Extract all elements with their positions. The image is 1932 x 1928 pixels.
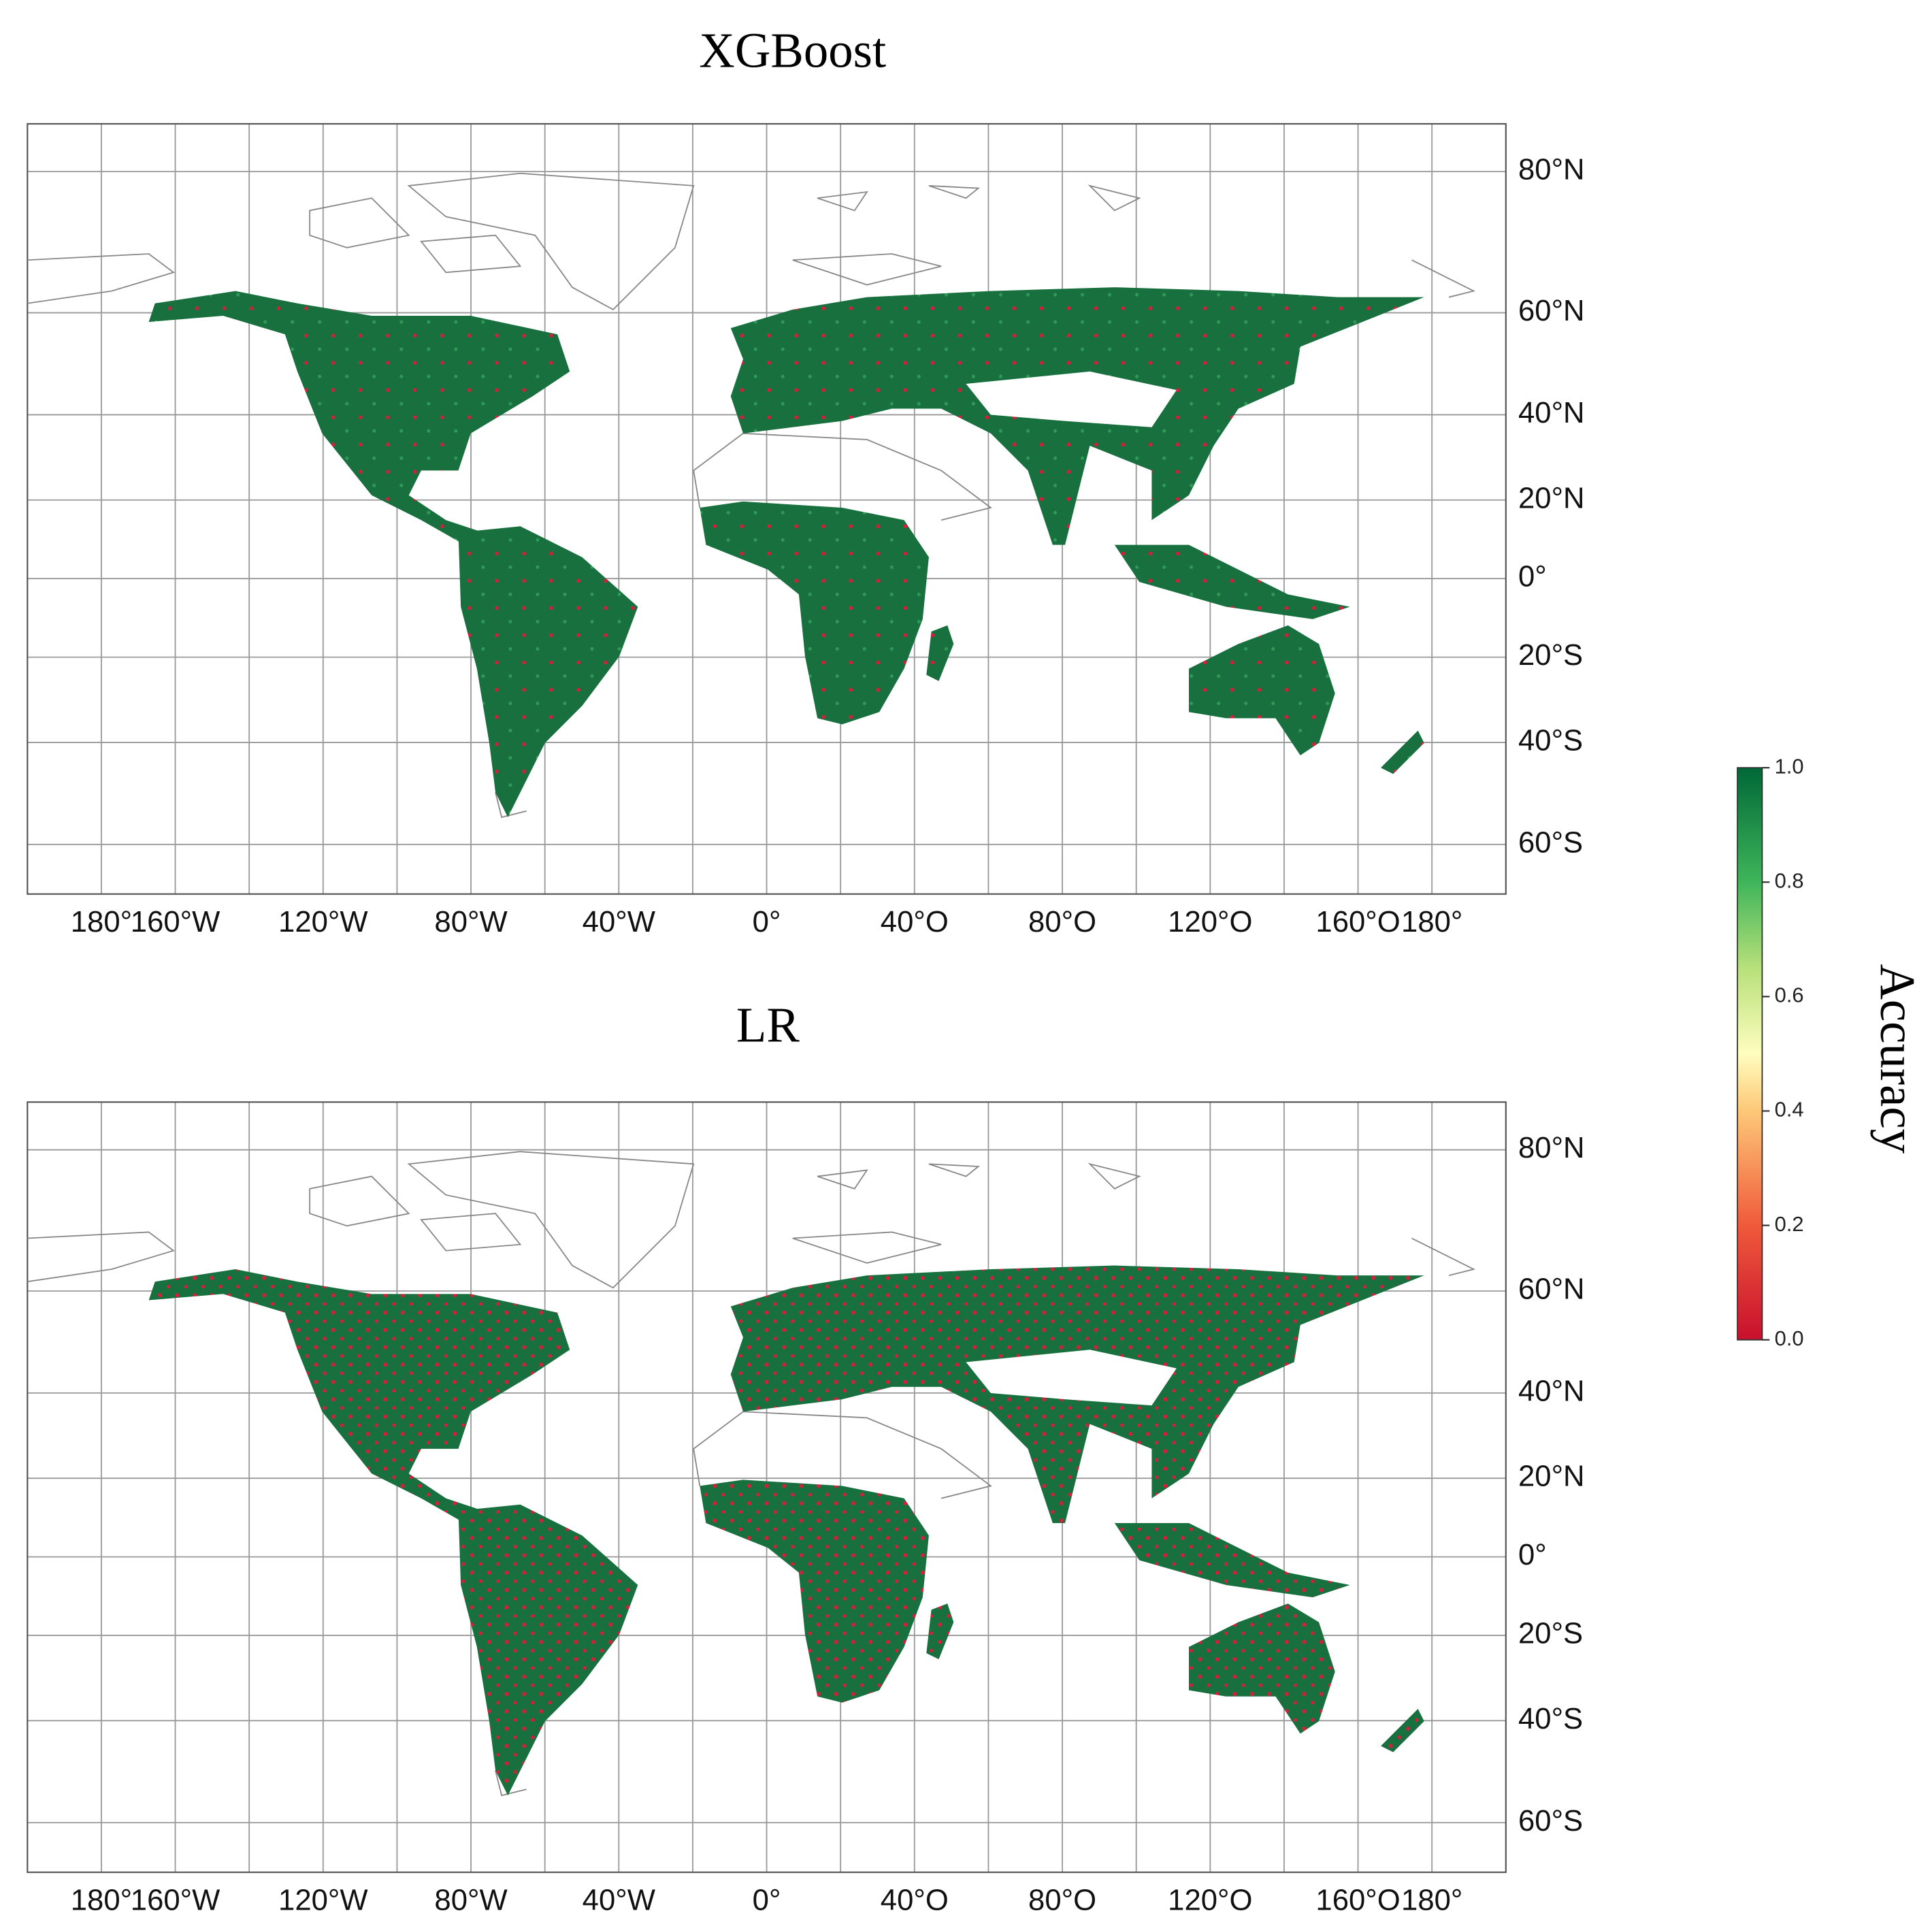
sample-density [148, 287, 1424, 817]
colorbar: Accuracy 0.0 0.2 0.4 0.6 0.8 1.0 [1737, 754, 1925, 1350]
colorbar-tick-label: 0.8 [1775, 868, 1804, 892]
x-tick-label: 180° [1401, 905, 1462, 938]
x-tick-label: 180° [71, 905, 132, 938]
x-tick-label: 180° [71, 1883, 132, 1916]
colorbar-tick-label: 0.2 [1775, 1212, 1804, 1236]
x-tick-label: 180° [1401, 1883, 1462, 1916]
coastline [27, 172, 1475, 818]
y-tick-label: 40°N [1518, 396, 1585, 429]
x-tick-label: 120°O [1168, 905, 1252, 938]
map-panel: XGBoost 180°160°W 120°W 80°W 40°W 0° 40°O 80°O… [27, 23, 1585, 938]
panel-title: XGBoost [699, 23, 886, 78]
x-tick-label: 120°W [278, 905, 368, 938]
y-tick-label: 20°N [1518, 1460, 1585, 1493]
colorbar-tick-label: 1.0 [1775, 754, 1804, 778]
coastline [27, 1151, 1475, 1797]
colorbar-gradient [1737, 767, 1763, 1341]
colorbar-tick-label: 0.0 [1775, 1326, 1804, 1350]
colorbar-tick-label: 0.4 [1775, 1098, 1804, 1122]
panel-title: LR [736, 998, 800, 1053]
plot-frame [27, 1101, 1507, 1874]
x-tick-label: 40°O [881, 1883, 949, 1916]
x-tick-label: 80°O [1028, 1883, 1096, 1916]
map-panel: LR 180°160°W 120°W 80°W 40°W 0° 40°O 80°O 120°O… [27, 998, 1585, 1916]
y-tick-label: 20°S [1518, 1617, 1583, 1650]
y-tick-label: 20°N [1518, 481, 1585, 514]
y-tick-label: 60°N [1518, 294, 1585, 327]
x-tick-label: 0° [753, 905, 781, 938]
x-tick-label: 40°O [881, 905, 949, 938]
y-tick-label: 40°S [1518, 1702, 1583, 1735]
x-tick-label: 160°O [1315, 1883, 1400, 1916]
y-tick-label: 40°N [1518, 1374, 1585, 1407]
y-tick-label: 60°N [1518, 1273, 1585, 1306]
x-tick-label: 40°W [583, 1883, 656, 1916]
y-tick-label: 80°N [1518, 1131, 1585, 1164]
x-tick-label: 160°O [1315, 905, 1400, 938]
y-tick-label: 60°S [1518, 1804, 1583, 1837]
colorbar-tick-label: 0.6 [1775, 983, 1804, 1007]
y-tick-label: 40°S [1518, 723, 1583, 757]
x-tick-label: 120°W [278, 1883, 368, 1916]
sample-density [148, 1265, 1424, 1796]
y-tick-label: 20°S [1518, 638, 1583, 672]
x-tick-label: 80°W [434, 1883, 508, 1916]
y-tick-label: 0° [1518, 560, 1547, 593]
y-tick-label: 0° [1518, 1538, 1547, 1571]
x-tick-label: 80°W [434, 905, 508, 938]
colorbar-label: Accuracy [1870, 964, 1925, 1154]
x-tick-label: 160°W [131, 905, 220, 938]
x-tick-label: 120°O [1168, 1883, 1252, 1916]
x-tick-label: 80°O [1028, 905, 1096, 938]
plot-frame [27, 122, 1507, 895]
x-tick-label: 0° [753, 1883, 781, 1916]
x-tick-label: 40°W [583, 905, 656, 938]
y-tick-label: 60°S [1518, 826, 1583, 859]
x-tick-label: 160°W [131, 1883, 220, 1916]
y-tick-label: 80°N [1518, 153, 1585, 186]
